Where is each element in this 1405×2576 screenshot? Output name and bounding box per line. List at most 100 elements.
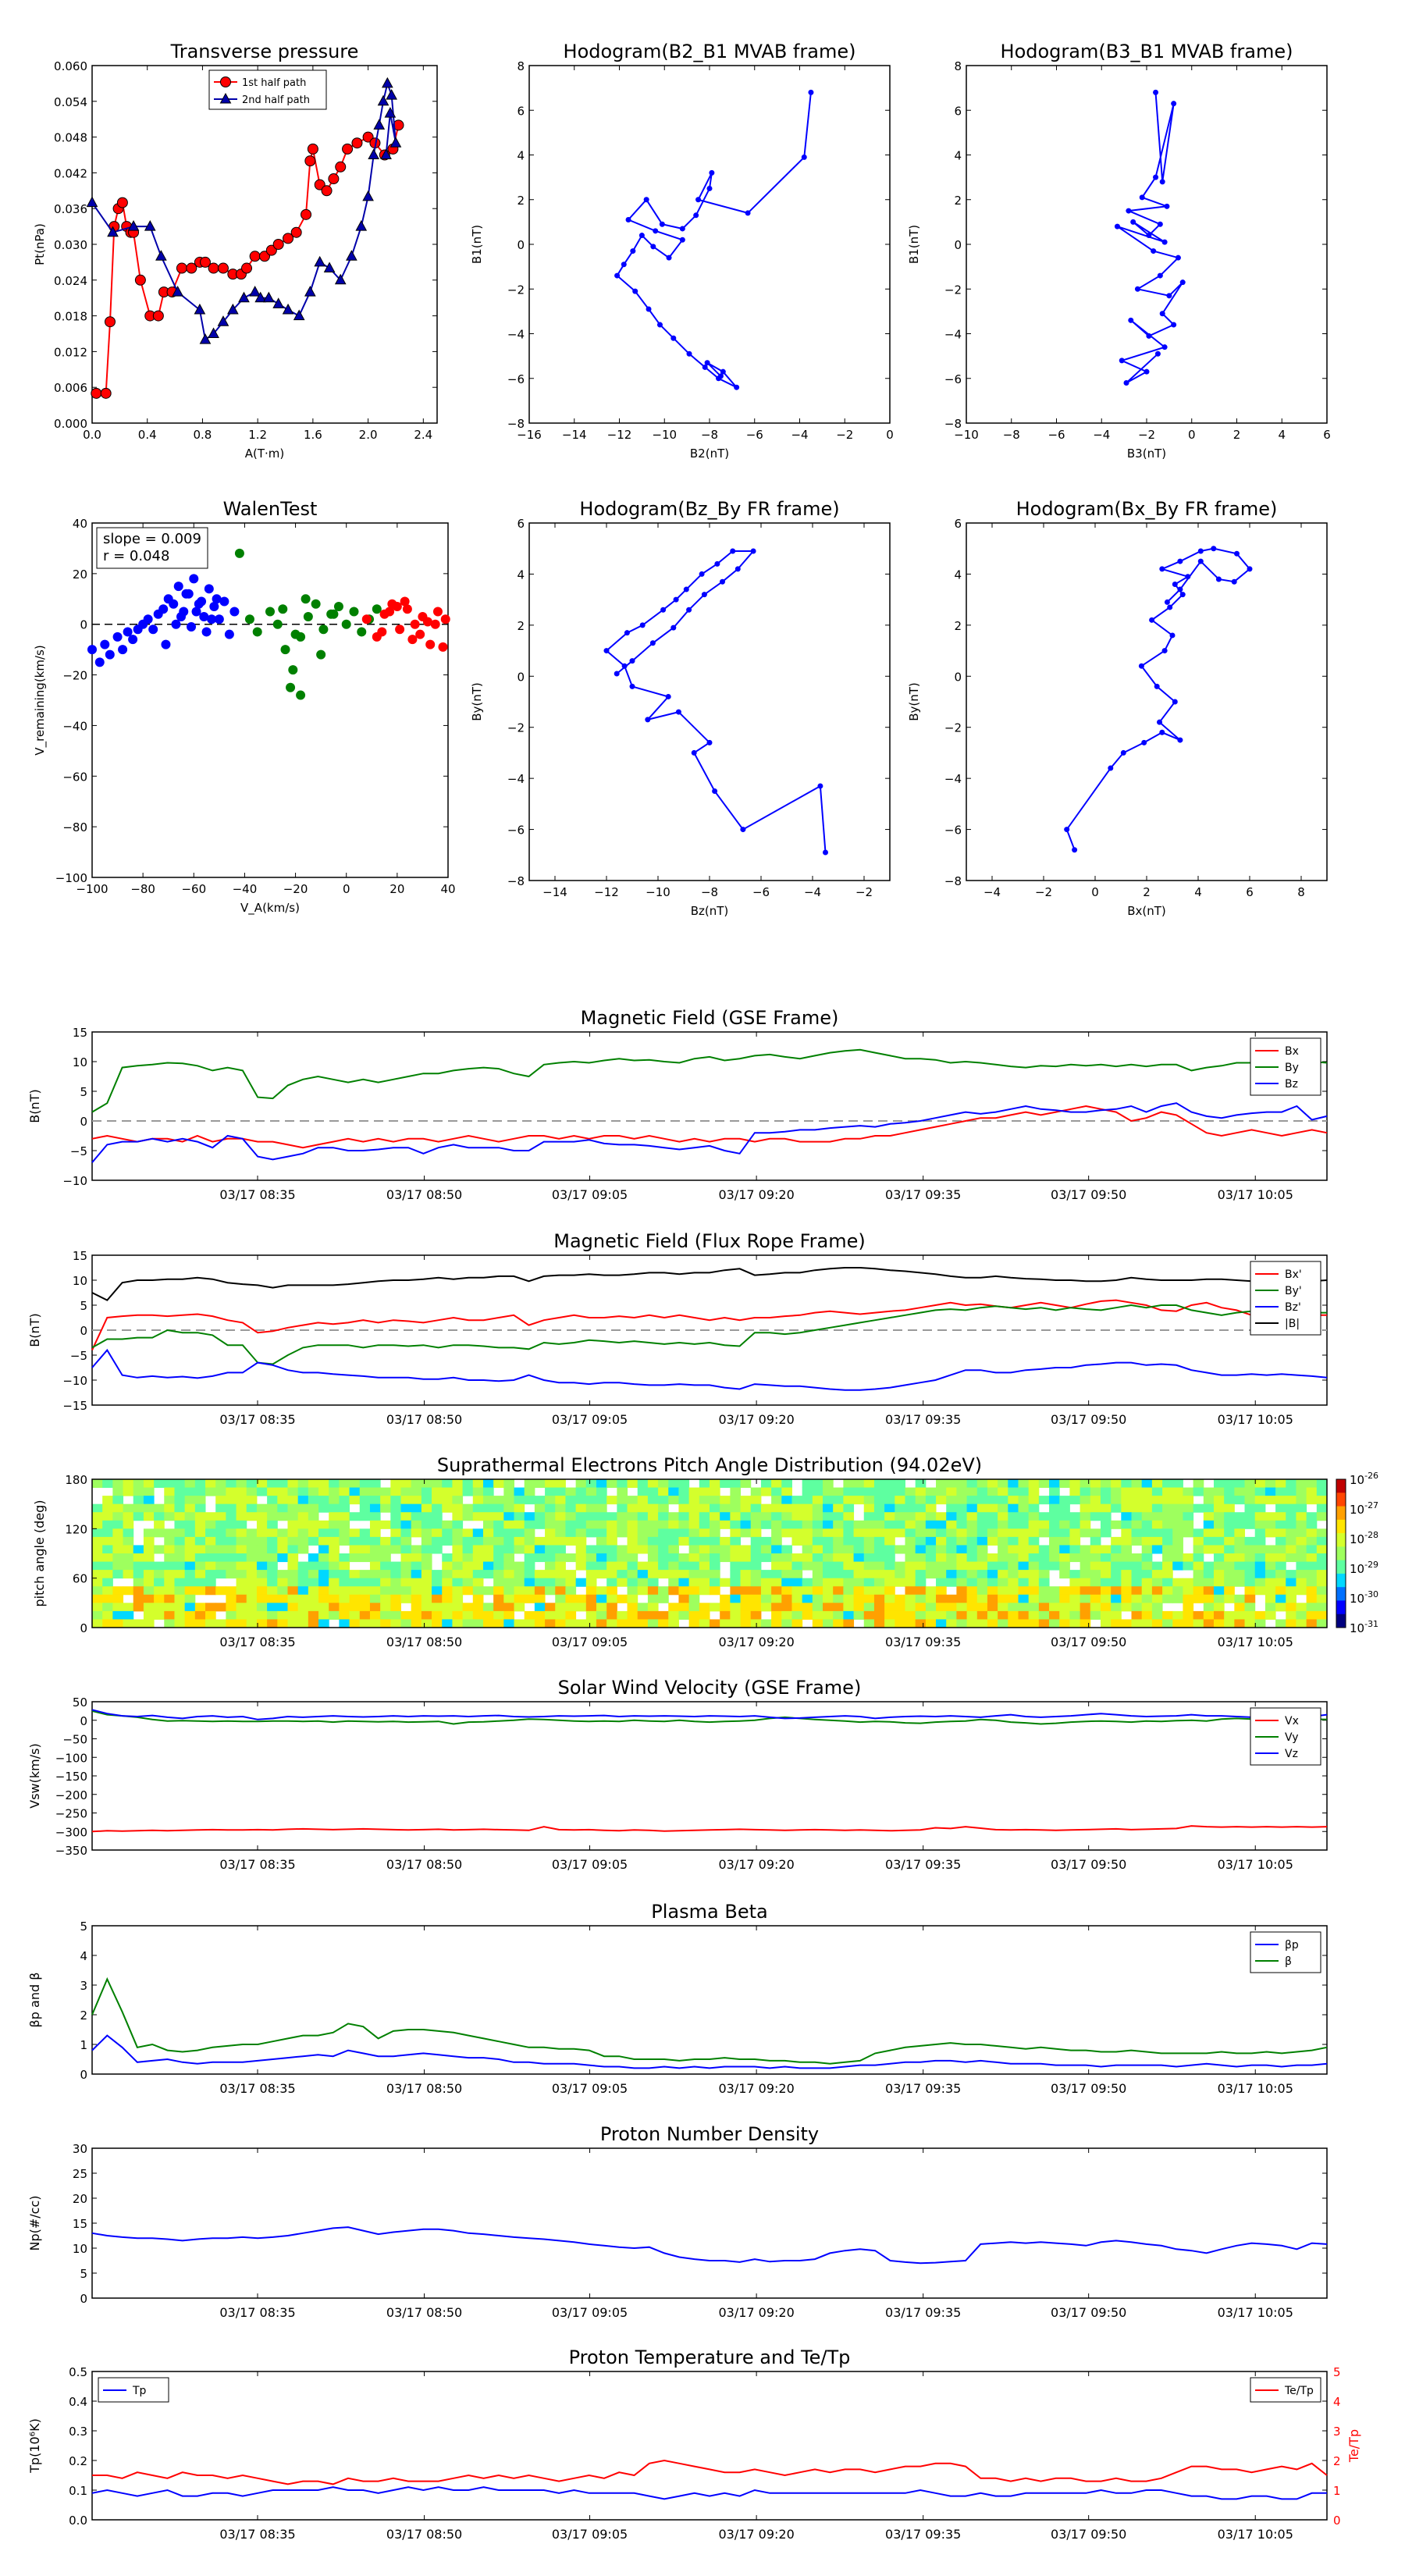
pad-heatmap-cell [1244,1578,1256,1587]
pad-heatmap-cell [987,1496,998,1505]
tp-series-0-point [393,119,404,131]
pad-heatmap-cell [123,1570,134,1579]
pad-heatmap-cell [596,1496,607,1505]
pad-heatmap-cell [482,1528,494,1538]
h4-series-0-point [1141,739,1147,745]
walen-series-2-point [425,639,436,649]
pad-heatmap-cell [1172,1536,1183,1546]
pad-heatmap-cell [1090,1545,1101,1554]
pad-heatmap-cell [750,1520,762,1529]
pad-heatmap-cell [760,1594,772,1603]
pad-heatmap-cell [318,1487,329,1496]
pad-heatmap-cell [936,1603,947,1612]
tp2-series-0-line [91,2486,1327,2500]
tp-ytick-label: 0.018 [54,310,87,324]
pad-heatmap-cell [688,1619,700,1628]
beta-xtick-label: 03/17 09:35 [885,2081,961,2096]
pad-heatmap-cell [1162,1536,1173,1546]
pad-heatmap-cell [462,1487,474,1496]
pad-heatmap-cell [668,1536,679,1546]
pad-heatmap-cell [1296,1503,1307,1513]
pad-heatmap-cell [987,1610,998,1620]
pad-heatmap-cell [1100,1561,1112,1571]
pad-heatmap-cell [339,1520,350,1529]
h1-title: Hodogram(B2_B1 MVAB frame) [564,41,856,62]
tp-series-1-point [226,303,239,315]
walen-series-2-point [432,607,443,617]
pad-heatmap-cell [1234,1603,1246,1612]
pad-heatmap-cell [482,1512,494,1521]
pad-heatmap-cell [863,1528,875,1538]
h1-series-0-point [646,306,652,312]
pad-heatmap-cell [668,1528,679,1538]
pad-heatmap-cell [637,1561,649,1571]
pad-heatmap-cell [710,1619,720,1628]
pad-heatmap-cell [833,1570,844,1579]
pad-heatmap-cell [194,1586,206,1596]
pad-heatmap-cell [267,1561,278,1571]
pad-colorbar-label: 10-30 [1350,1589,1378,1606]
pad-heatmap-cell [1038,1496,1050,1505]
pad-heatmap-cell [853,1528,865,1538]
walen-series-2-point [407,635,418,645]
pad-heatmap-cell [637,1603,649,1612]
pad-heatmap-cell [1306,1594,1318,1603]
pad-heatmap-cell [256,1536,268,1546]
tp-series-1-point [323,262,336,273]
pad-heatmap-cell [143,1619,155,1628]
pad-heatmap-cell [442,1528,453,1538]
pad-heatmap-cell [411,1570,422,1579]
np-series-0-line [91,2226,1328,2265]
pad-heatmap-cell [256,1570,268,1579]
pad-heatmap-cell [123,1619,134,1628]
h3-series-0-point [730,548,736,554]
tp-series-1-point [355,220,368,231]
pad-heatmap-cell [534,1553,546,1563]
np-ytick-label: 20 [73,2192,87,2206]
pad-heatmap-cell [1306,1536,1318,1546]
pad-heatmap-cell [1008,1586,1019,1596]
tp-legend-label: 2nd half path [242,94,310,106]
pad-heatmap-cell [647,1561,659,1571]
pad-heatmap-cell [133,1603,144,1612]
pad-heatmap-cell [843,1536,855,1546]
pad-heatmap-cell [771,1578,782,1587]
pad-heatmap-cell [966,1603,978,1612]
pad-heatmap-cell [369,1479,381,1489]
pad-heatmap-cell [596,1479,607,1489]
pad-heatmap-cell [658,1487,669,1496]
pad-heatmap-cell [1100,1479,1112,1489]
pad-heatmap-cell [781,1479,792,1489]
pad-heatmap-cell [390,1520,401,1529]
beta-xtick-label: 03/17 09:05 [552,2081,628,2096]
pad-heatmap-cell [359,1536,371,1546]
tp2-xtick-label: 03/17 08:50 [386,2527,462,2542]
pad-heatmap-cell [123,1520,134,1529]
pad-heatmap-cell [1111,1619,1122,1628]
pad-heatmap-cell [1028,1570,1040,1579]
pad-heatmap-cell [1275,1553,1286,1563]
pad-heatmap-cell [1008,1603,1019,1612]
pad-heatmap-cell [1121,1594,1133,1603]
bfr-ytick-label: 5 [80,1299,87,1313]
pad-heatmap-cell [710,1479,720,1489]
walen-series-2-point [400,596,410,607]
pad-heatmap-cell [349,1512,361,1521]
pad-heatmap-cell [791,1496,803,1505]
pad-heatmap-cell [1090,1553,1101,1563]
pad-heatmap-cell [575,1520,587,1529]
pad-heatmap-cell [946,1603,957,1612]
pad-heatmap-cell [1193,1578,1204,1587]
tp-xtick-label: 2.0 [359,428,378,442]
pad-heatmap-cell [1038,1594,1050,1603]
pad-heatmap-cell [688,1496,700,1505]
pad-heatmap-cell [1172,1503,1183,1513]
pad-heatmap-cell [925,1528,937,1538]
pad-heatmap-cell [112,1610,124,1620]
pad-heatmap-cell [873,1512,885,1521]
h3-xtick-label: −8 [701,885,718,899]
h1-series-0-point [621,262,627,268]
pad-heatmap-cell [112,1536,124,1546]
pad-heatmap-cell [884,1610,895,1620]
pad-heatmap-cell [452,1610,464,1620]
